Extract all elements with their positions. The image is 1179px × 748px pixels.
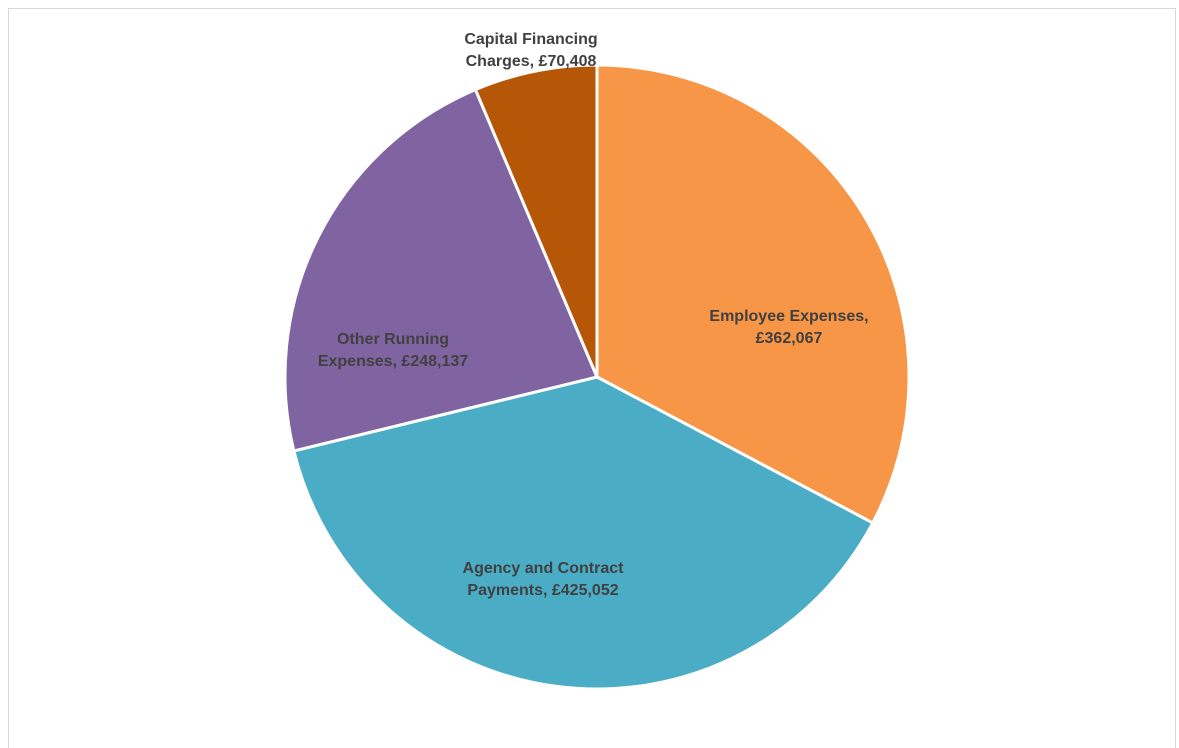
pie-slice-other-running-expenses bbox=[283, 88, 599, 453]
data-label-other-running-expenses: Other Running Expenses, £248,137 bbox=[318, 331, 468, 370]
pie-slices bbox=[283, 63, 911, 691]
data-label-agency-and-contract-payments: Agency and Contract Payments, £425,052 bbox=[463, 560, 625, 599]
data-label-line: Other Running bbox=[337, 331, 449, 348]
data-label-line: Employee Expenses, bbox=[709, 308, 868, 325]
pie-slice-employee-expenses bbox=[595, 63, 911, 525]
pie-data-labels: Employee Expenses, £362,067 Agency and Con… bbox=[318, 31, 869, 599]
pie-slice-agency-and-contract-payments bbox=[292, 375, 875, 691]
data-label-line: Agency and Contract bbox=[463, 560, 625, 577]
data-label-line: Expenses, £248,137 bbox=[318, 353, 468, 370]
data-label-capital-financing-charges: Capital Financing Charges, £70,408 bbox=[464, 31, 597, 70]
data-label-employee-expenses: Employee Expenses, £362,067 bbox=[709, 308, 868, 347]
chart-frame bbox=[8, 8, 1176, 748]
data-label-line: Payments, £425,052 bbox=[467, 582, 618, 599]
pie-slice-capital-financing-charges bbox=[473, 63, 599, 379]
data-label-line: £362,067 bbox=[756, 330, 823, 347]
data-label-line: Capital Financing bbox=[464, 31, 597, 48]
data-label-line: Charges, £70,408 bbox=[466, 53, 597, 70]
